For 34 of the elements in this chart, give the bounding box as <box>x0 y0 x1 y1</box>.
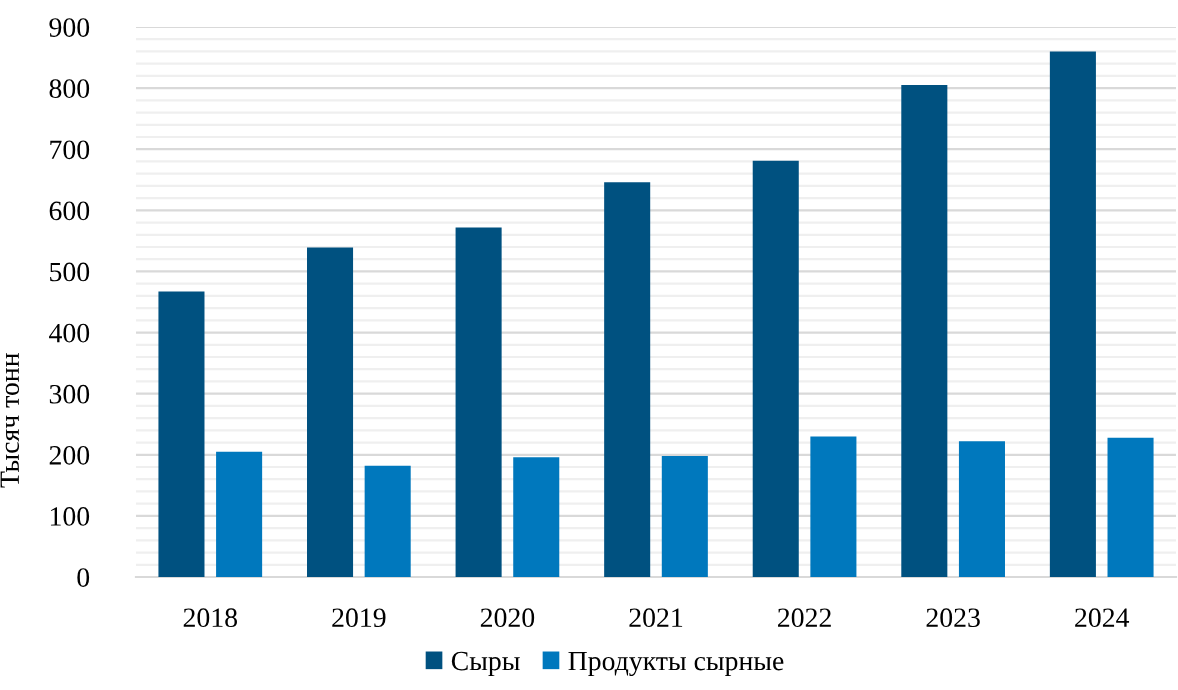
bar <box>216 451 263 577</box>
bar <box>901 85 948 577</box>
bar <box>1107 437 1154 577</box>
x-tick-label: 2022 <box>778 608 831 628</box>
x-tick-label: 2018 <box>183 608 237 628</box>
bar <box>958 441 1005 577</box>
x-tick-label: 2021 <box>629 608 683 628</box>
y-tick-label: 400 <box>49 323 90 343</box>
y-tick-label: 700 <box>50 140 90 160</box>
bar <box>1049 51 1096 577</box>
y-tick-label: 800 <box>49 79 90 99</box>
bar <box>455 227 502 577</box>
y-tick-label: 200 <box>49 445 90 465</box>
legend-label: Сыры <box>451 651 520 677</box>
y-tick-label: 300 <box>49 384 90 404</box>
bar <box>307 247 354 577</box>
bar <box>158 291 205 577</box>
y-axis-title: Тысяч тонн <box>0 353 20 488</box>
bar <box>364 465 411 577</box>
legend-label: Продукты сырные <box>568 651 784 677</box>
y-tick-label: 500 <box>50 262 90 282</box>
x-tick-label: 2023 <box>926 608 980 628</box>
bar <box>810 436 857 577</box>
x-tick-label: 2020 <box>480 608 535 628</box>
bar <box>661 456 708 577</box>
y-tick-label: 0 <box>77 568 90 587</box>
x-tick-label: 2024 <box>1075 608 1130 628</box>
y-tick-label: 900 <box>49 18 90 37</box>
y-tick-label: 100 <box>50 507 90 526</box>
bar <box>752 160 799 577</box>
x-tick-label: 2019 <box>332 608 386 628</box>
y-tick-label: 600 <box>49 201 90 221</box>
bar <box>604 182 651 577</box>
bar <box>513 457 560 577</box>
